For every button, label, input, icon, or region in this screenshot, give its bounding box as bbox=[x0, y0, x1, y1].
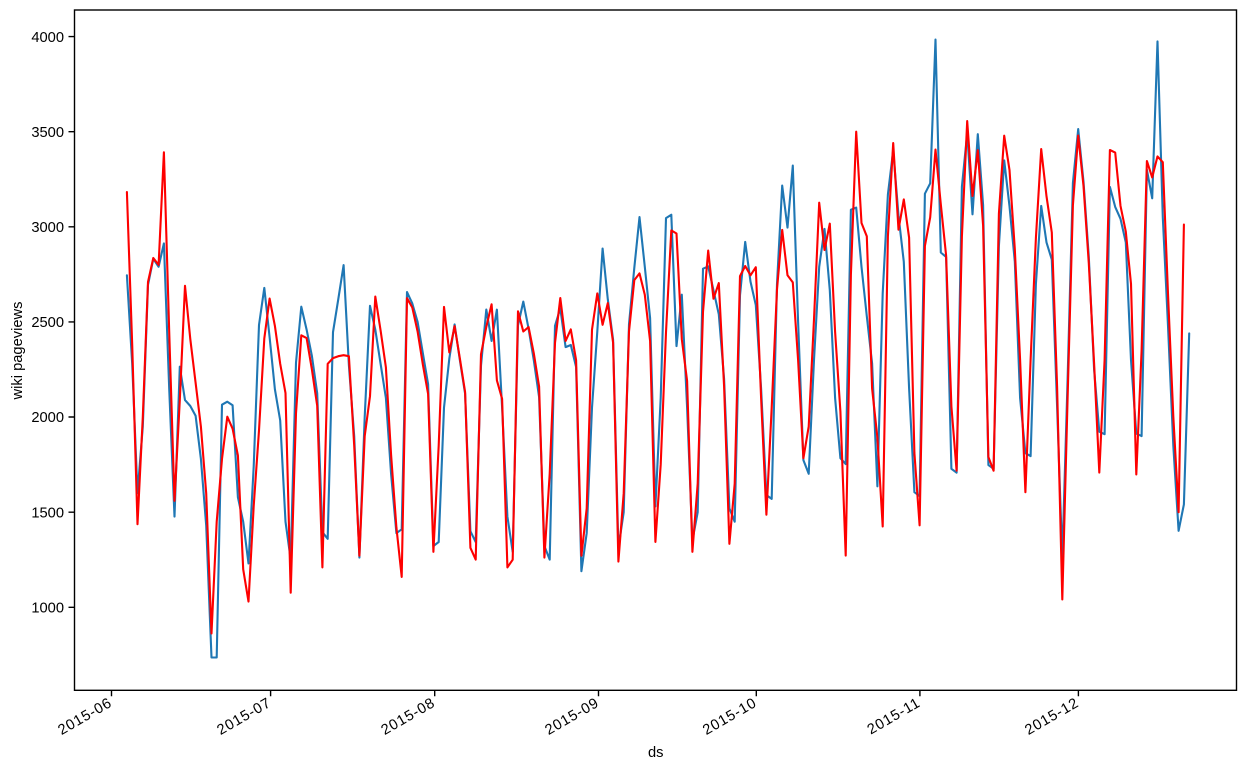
svg-text:wiki pageviews: wiki pageviews bbox=[10, 302, 26, 401]
svg-text:3500: 3500 bbox=[31, 125, 64, 141]
svg-text:ds: ds bbox=[648, 745, 664, 761]
svg-text:1000: 1000 bbox=[31, 601, 64, 617]
svg-text:4000: 4000 bbox=[31, 30, 64, 46]
svg-text:2500: 2500 bbox=[31, 315, 64, 331]
svg-text:3000: 3000 bbox=[31, 220, 64, 236]
svg-text:2000: 2000 bbox=[31, 410, 64, 426]
svg-text:1500: 1500 bbox=[31, 505, 64, 521]
